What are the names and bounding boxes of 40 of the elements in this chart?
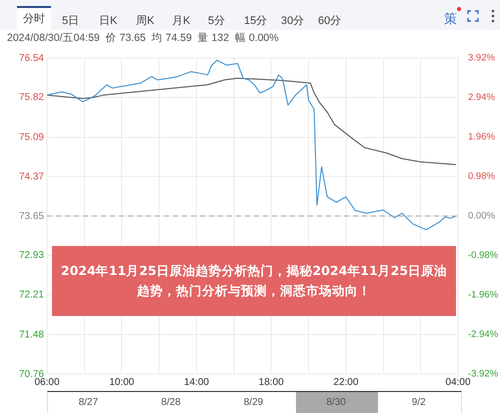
y-tick-label: 76.54 <box>18 52 44 64</box>
y2-tick-label: 3.92% <box>468 52 496 64</box>
text: 5日 <box>62 14 80 29</box>
x-tick-label: 14:00 <box>184 376 210 388</box>
text: 8/27 <box>78 397 100 408</box>
text: 8/30 <box>325 397 347 408</box>
y-tick-label: 72.21 <box>18 289 44 300</box>
y2-tick-label: -1.96% <box>468 290 499 301</box>
text: 8/29 <box>242 397 264 408</box>
text: 日K <box>99 14 118 29</box>
title-banner: 2024年11月25日原油趋势分析热门，揭秘2024年11月25日原油趋势，热门分析与预测，洞悉市场动向！ <box>52 246 456 316</box>
text: 月K <box>172 14 190 29</box>
y-tick-label: 75.82 <box>18 92 44 104</box>
y-tick-label: 74.37 <box>18 171 44 182</box>
chart-subtitle: 2024/08/30/五04:59 价 73.65 均 74.59 量 132 幅 0.00% <box>7 31 279 45</box>
x-tick-label: 18:00 <box>258 376 284 388</box>
text: 周K <box>136 14 154 29</box>
x-tick-label: 22:00 <box>333 376 359 388</box>
x-tick-label: 06:00 <box>34 376 60 388</box>
y2-tick-label: 1.96% <box>468 132 496 143</box>
y2-tick-label: -0.98% <box>468 250 499 262</box>
y-tick-label: 72.93 <box>18 250 44 262</box>
text: 8/28 <box>160 397 182 408</box>
y2-tick-label: -3.92% <box>468 368 499 380</box>
text: 60分 <box>318 14 342 29</box>
y-tick-label: 73.65 <box>18 210 44 222</box>
text: 5分 <box>208 14 226 29</box>
text: 9/2 <box>410 397 427 408</box>
text: 15分 <box>244 14 268 29</box>
text: 30分 <box>281 14 304 29</box>
y2-tick-label: 0.00% <box>468 210 496 222</box>
y2-tick-label: 0.98% <box>468 171 496 182</box>
y2-tick-label: 2.94% <box>468 92 496 104</box>
x-tick-label: 04:00 <box>445 376 471 388</box>
y2-tick-label: -2.94% <box>468 329 499 340</box>
text: 策 <box>444 11 457 28</box>
y-tick-label: 75.09 <box>18 132 44 144</box>
x-tick-label: 10:00 <box>109 376 135 388</box>
text: 分时 <box>17 6 51 31</box>
y-tick-label: 71.48 <box>18 329 44 340</box>
